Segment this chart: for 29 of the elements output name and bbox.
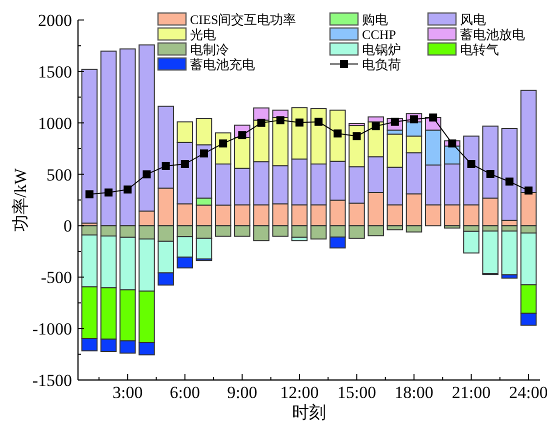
legend-label: CIES间交互电功率 [190, 12, 296, 27]
y-tick-label: -1000 [32, 320, 72, 339]
legend-label: 电锅炉 [362, 42, 401, 57]
x-tick-label: 9:00 [227, 383, 258, 402]
legend-label: 电负荷 [362, 57, 401, 72]
y-axis-title: 功率/kW [11, 167, 30, 232]
y-tick-label: 500 [46, 165, 72, 184]
legend-label: 电制冷 [190, 42, 229, 57]
y-tick-label: 1000 [38, 114, 72, 133]
y-tick-label: 0 [64, 216, 72, 236]
x-tick-label: 6:00 [170, 383, 200, 402]
legend-label: 电转气 [460, 42, 499, 57]
x-tick-label: 21:00 [452, 383, 491, 402]
x-tick-label: 3:00 [112, 383, 143, 402]
legend-label: 购电 [362, 12, 388, 27]
legend-label: CCHP [362, 27, 396, 42]
x-axis-title: 时刻 [292, 403, 326, 422]
y-tick-label: 1500 [38, 62, 72, 82]
x-tick-label: 24:00 [509, 383, 547, 402]
legend-label: 蓄电池充电 [190, 57, 255, 72]
y-tick-label: -1500 [32, 371, 72, 390]
x-tick-label: 18:00 [394, 383, 434, 402]
y-tick-label: 2000 [38, 11, 72, 30]
y-tick-label: -500 [40, 268, 72, 288]
x-tick-label: 15:00 [337, 383, 376, 402]
legend-label: 蓄电池放电 [460, 27, 525, 42]
x-tick-label: 12:00 [280, 383, 319, 402]
legend-label: 光电 [190, 27, 216, 42]
legend-label: 风电 [460, 12, 486, 27]
